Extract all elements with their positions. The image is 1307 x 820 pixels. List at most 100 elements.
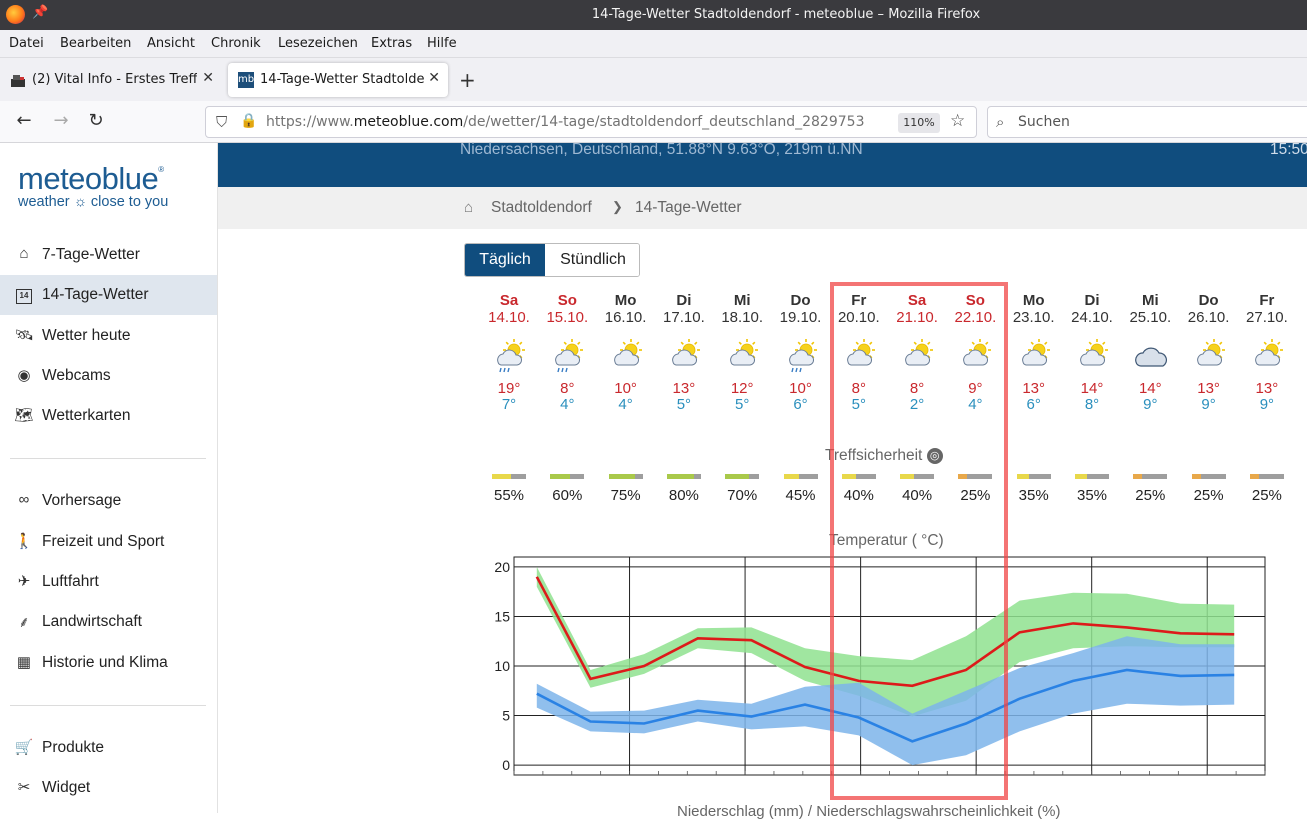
tab-meteoblue[interactable]: mb 14-Tage-Wetter Stadtolden ✕: [228, 63, 448, 97]
day-column[interactable]: Do 26.10. 13° 9° 25%: [1180, 292, 1238, 504]
sidebar-item-landwirtschaft[interactable]: ⸙ Landwirtschaft: [0, 602, 217, 642]
sidebar-item-produkte[interactable]: 🛒 Produkte: [14, 739, 105, 756]
forward-arrow-icon[interactable]: →: [53, 110, 69, 131]
temp-min: 4°: [968, 396, 983, 413]
sidebar-item-14-tage-wetter[interactable]: 14 14-Tage-Wetter: [0, 275, 217, 315]
close-icon[interactable]: ✕: [428, 70, 440, 86]
tab-taeglich[interactable]: Täglich: [465, 244, 545, 276]
predictability-bar-fill: [492, 474, 511, 479]
weather-sun-cloud-icon: [905, 339, 934, 366]
predictability-value: 80%: [668, 487, 699, 504]
webcam-icon: ◉: [17, 367, 31, 384]
y-tick-label: 5: [502, 708, 510, 724]
day-date: 20.10.: [837, 309, 880, 326]
day-column[interactable]: Fr 27.10. 13° 9° 25%: [1238, 292, 1296, 504]
predictability-value: 45%: [785, 487, 816, 504]
predictability-bar-fill: [783, 474, 799, 479]
menu-hilfe[interactable]: Hilfe: [427, 36, 457, 51]
menu-ansicht[interactable]: Ansicht: [147, 36, 196, 51]
target-icon[interactable]: ◎: [926, 448, 943, 464]
menu-bearbeiten[interactable]: Bearbeiten: [60, 36, 132, 51]
predictability-bar: [550, 474, 585, 479]
cart-icon: 🛒: [14, 739, 34, 756]
y-tick-label: 10: [494, 658, 510, 674]
day-name: So: [965, 292, 985, 309]
tools-icon: ✂: [17, 779, 31, 796]
sidebar-item-vorhersage[interactable]: ∞ Vorhersage: [0, 481, 217, 521]
zoom-level[interactable]: 110%: [898, 113, 940, 133]
home-icon[interactable]: ⌂: [464, 199, 474, 216]
predictability-value: 55%: [493, 487, 525, 504]
predictability-bar: [783, 474, 818, 479]
y-tick-label: 20: [494, 559, 510, 575]
lock-icon[interactable]: 🔒: [240, 113, 258, 129]
url-bar[interactable]: ⛉ 🔒 https://www.meteoblue.com/de/wetter/…: [205, 106, 977, 138]
url-text[interactable]: https://www.meteoblue.com/de/wetter/14-t…: [266, 114, 865, 130]
back-arrow-icon[interactable]: ←: [16, 110, 32, 131]
meteoblue-logo[interactable]: meteoblue® weather ☼ close to you: [18, 161, 169, 210]
day-column[interactable]: Do 19.10. 10° 6° 45%: [772, 292, 830, 504]
temp-min: 9°: [1143, 396, 1158, 413]
day-column[interactable]: Sa 21.10. 8° 2° 40%: [888, 292, 946, 504]
day-column[interactable]: Mi 25.10. 14° 9° 25%: [1121, 292, 1179, 504]
y-tick-label: 15: [494, 608, 510, 624]
day-column[interactable]: Di 17.10. 13° 5° 80%: [655, 292, 713, 504]
weather-sun-cloud-icon: [613, 339, 642, 366]
day-column[interactable]: Mo 16.10. 10° 4° 75%: [597, 292, 655, 504]
bookmark-star-icon[interactable]: ☆: [950, 111, 966, 131]
tab-vital-info[interactable]: (2) Vital Info - Erstes Treffer ✕: [0, 63, 222, 97]
sidebar-item-historie-und-klima[interactable]: ▦ Historie und Klima: [0, 643, 217, 683]
weather-sun-cloud-icon: [1255, 339, 1283, 366]
new-tab-plus-icon[interactable]: +: [459, 68, 476, 92]
weather-icon-wrap: [1005, 338, 1063, 372]
day-date: 17.10.: [663, 309, 705, 326]
navigation-bar: ← → ↻ ⛉ 🔒 https://www.meteoblue.com/de/w…: [0, 101, 1307, 143]
day-column[interactable]: Mi 18.10. 12° 5° 70%: [713, 292, 771, 504]
sidebar-item-wetterkarten[interactable]: 🗺 Wetterkarten: [14, 407, 131, 424]
day-column[interactable]: Sa 14.10. 19° 7° 55%: [480, 292, 538, 504]
map-icon: 🗺: [14, 407, 34, 424]
search-icon: ⌕: [996, 113, 1005, 131]
location-text: Niedersachsen, Deutschland, 51.88°N 9.63…: [460, 141, 863, 158]
day-column[interactable]: Fr 20.10. 8° 5° 40%: [830, 292, 888, 504]
day-name: Fr: [851, 292, 867, 309]
predictability-bar: [900, 474, 935, 479]
reload-icon[interactable]: ↻: [88, 110, 104, 131]
sidebar-divider: [10, 458, 206, 459]
tab-stuendlich[interactable]: Stündlich: [545, 244, 639, 276]
predictability-bar: [725, 474, 760, 479]
binoculars-icon: ∞: [18, 491, 30, 508]
sidebar-item-freizeit-und-sport[interactable]: 🚶 Freizeit und Sport: [14, 533, 165, 550]
menu-lesezeichen[interactable]: Lesezeichen: [278, 36, 358, 51]
predictability-value: 60%: [552, 487, 583, 504]
menu-datei[interactable]: Datei: [9, 36, 44, 51]
day-column[interactable]: Di 24.10. 14° 8° 35%: [1063, 292, 1121, 504]
day-column[interactable]: Mo 23.10. 13° 6° 35%: [1005, 292, 1063, 504]
breadcrumb-location[interactable]: Stadtoldendorf: [491, 199, 592, 216]
search-input[interactable]: ⌕ Suchen: [987, 106, 1307, 138]
shield-icon[interactable]: ⛉: [216, 113, 228, 131]
max-temp-band: [536, 566, 1235, 717]
day-column[interactable]: So 22.10. 9° 4° 25%: [946, 292, 1004, 504]
breadcrumb-current[interactable]: 14-Tage-Wetter: [635, 199, 742, 216]
weather-icon-wrap: [772, 338, 830, 373]
tab-bar: (2) Vital Info - Erstes Treffer ✕ mb 14-…: [0, 58, 1307, 101]
pin-icon[interactable]: 📌: [32, 5, 49, 20]
day-date: 26.10.: [1187, 309, 1230, 326]
sidebar-item-luftfahrt[interactable]: ✈ Luftfahrt: [0, 562, 217, 602]
sidebar-item-wetter-heute[interactable]: 🛰 Wetter heute: [14, 327, 131, 344]
sidebar-item-widget[interactable]: ✂ Widget: [0, 768, 217, 808]
weather-icon-wrap: [713, 338, 771, 372]
search-placeholder: Suchen: [1018, 114, 1070, 130]
tab-title: (2) Vital Info - Erstes Treffer: [32, 72, 197, 87]
sidebar-item-webcams[interactable]: ◉ Webcams: [0, 356, 217, 396]
sidebar-item-7-tage-wetter[interactable]: ⌂ 7-Tage-Wetter: [0, 235, 217, 275]
predictability-value: 35%: [1076, 487, 1108, 504]
day-column[interactable]: So 15.10. 8° 4° 60%: [538, 292, 596, 504]
predictability-value: 25%: [960, 487, 991, 504]
temp-min: 7°: [501, 396, 517, 413]
close-icon[interactable]: ✕: [202, 70, 214, 86]
menu-chronik[interactable]: Chronik: [211, 36, 261, 51]
menu-extras[interactable]: Extras: [371, 36, 413, 51]
breadcrumb-chevron-icon: ❯: [612, 199, 623, 214]
